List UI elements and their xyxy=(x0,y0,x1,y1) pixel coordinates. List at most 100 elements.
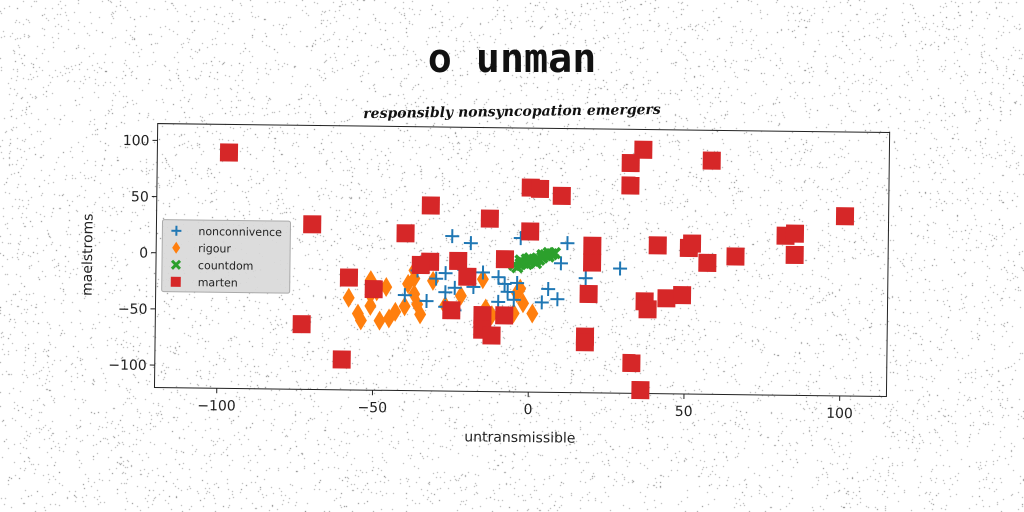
point-nonconnivence xyxy=(475,265,490,280)
legend-marker xyxy=(172,241,181,254)
point-marten xyxy=(682,234,702,253)
point-nonconnivence xyxy=(438,285,453,300)
point-marten xyxy=(449,251,468,271)
point-marten xyxy=(421,196,440,215)
legend-marker xyxy=(170,276,181,287)
x-tick-label: 100 xyxy=(826,406,853,422)
point-marten xyxy=(442,301,461,320)
point-marten xyxy=(292,315,311,334)
point-nonconnivence xyxy=(463,236,478,251)
legend-item-rigour: rigour xyxy=(172,241,232,255)
point-marten xyxy=(530,179,550,199)
x-axis-label: untransmissible xyxy=(464,429,575,446)
y-tick-label: −50 xyxy=(118,301,148,317)
point-marten xyxy=(634,140,653,159)
point-rigour xyxy=(517,293,530,314)
point-countdom xyxy=(520,253,534,266)
point-marten xyxy=(473,306,492,325)
point-nonconnivence xyxy=(510,275,525,291)
point-marten xyxy=(672,286,692,305)
point-marten xyxy=(648,236,667,255)
point-marten xyxy=(480,209,499,228)
legend-marker xyxy=(170,259,182,270)
point-nonconnivence xyxy=(419,293,434,309)
y-tick-label: 100 xyxy=(123,133,150,149)
point-marten xyxy=(622,353,641,373)
point-nonconnivence xyxy=(541,281,556,297)
point-marten xyxy=(621,176,640,195)
point-nonconnivence xyxy=(506,292,521,307)
point-marten xyxy=(785,245,804,265)
point-rigour xyxy=(526,303,539,324)
legend-label: nonconnivence xyxy=(198,225,282,239)
point-rigour xyxy=(364,295,377,316)
point-rigour xyxy=(354,310,367,331)
point-marten xyxy=(583,236,602,255)
y-axis-label: maelstroms xyxy=(80,213,97,296)
legend-item-nonconnivence: nonconnivence xyxy=(171,225,282,239)
point-marten xyxy=(579,284,598,304)
point-marten xyxy=(521,222,540,241)
legend-box xyxy=(161,219,291,294)
point-rigour xyxy=(351,303,364,324)
series-marten xyxy=(219,140,855,400)
legend-marker xyxy=(171,225,182,236)
point-rigour xyxy=(414,304,427,325)
series-countdom xyxy=(507,246,562,274)
point-marten xyxy=(339,268,359,287)
point-marten xyxy=(698,253,717,272)
point-nonconnivence xyxy=(534,295,549,310)
legend-item-marten: marten xyxy=(170,276,238,290)
point-marten xyxy=(364,279,383,299)
point-nonconnivence xyxy=(560,236,575,251)
y-tick-label: 0 xyxy=(139,246,148,262)
point-rigour xyxy=(398,296,411,317)
point-marten xyxy=(638,300,657,319)
point-marten xyxy=(411,255,430,275)
point-nonconnivence xyxy=(578,271,593,286)
point-marten xyxy=(575,333,595,352)
point-marten xyxy=(396,224,415,243)
legend: nonconnivence rigour countdom marten xyxy=(161,219,291,294)
point-nonconnivence xyxy=(491,270,506,285)
point-rigour xyxy=(373,310,386,331)
point-rigour xyxy=(389,301,402,322)
x-tick-label: 50 xyxy=(675,404,693,420)
point-countdom xyxy=(542,246,555,260)
point-nonconnivence xyxy=(613,261,628,276)
point-marten xyxy=(583,253,602,272)
legend-label: rigour xyxy=(198,242,231,255)
point-nonconnivence xyxy=(447,280,462,295)
point-nonconnivence xyxy=(438,266,453,281)
legend-label: marten xyxy=(198,276,238,289)
point-marten xyxy=(702,151,721,170)
point-marten xyxy=(657,289,676,308)
point-nonconnivence xyxy=(429,271,444,286)
point-nonconnivence xyxy=(500,284,515,299)
point-marten xyxy=(552,186,571,206)
point-marten xyxy=(495,250,515,269)
point-marten xyxy=(303,215,322,234)
point-marten xyxy=(458,267,477,286)
point-nonconnivence xyxy=(397,288,412,303)
x-tick-label: −100 xyxy=(197,398,236,414)
plot-frame xyxy=(153,123,891,397)
point-rigour xyxy=(454,285,467,306)
y-tick-label: −100 xyxy=(108,358,147,374)
x-tick-label: 0 xyxy=(523,402,532,418)
point-nonconnivence xyxy=(553,256,568,271)
axes: −100 −50 0 50 100 −100 −50 0 50 100 untransmissibl… xyxy=(80,133,853,447)
point-marten xyxy=(219,143,239,162)
point-rigour xyxy=(342,287,355,308)
point-marten xyxy=(495,306,514,325)
point-nonconnivence xyxy=(550,292,565,307)
legend-item-countdom: countdom xyxy=(170,259,254,273)
point-marten xyxy=(785,224,805,243)
plot-area xyxy=(219,140,855,400)
point-marten xyxy=(631,381,650,400)
point-marten xyxy=(482,326,501,345)
chart-title: o unman xyxy=(427,36,597,82)
point-nonconnivence xyxy=(497,276,512,291)
point-nonconnivence xyxy=(445,229,460,244)
